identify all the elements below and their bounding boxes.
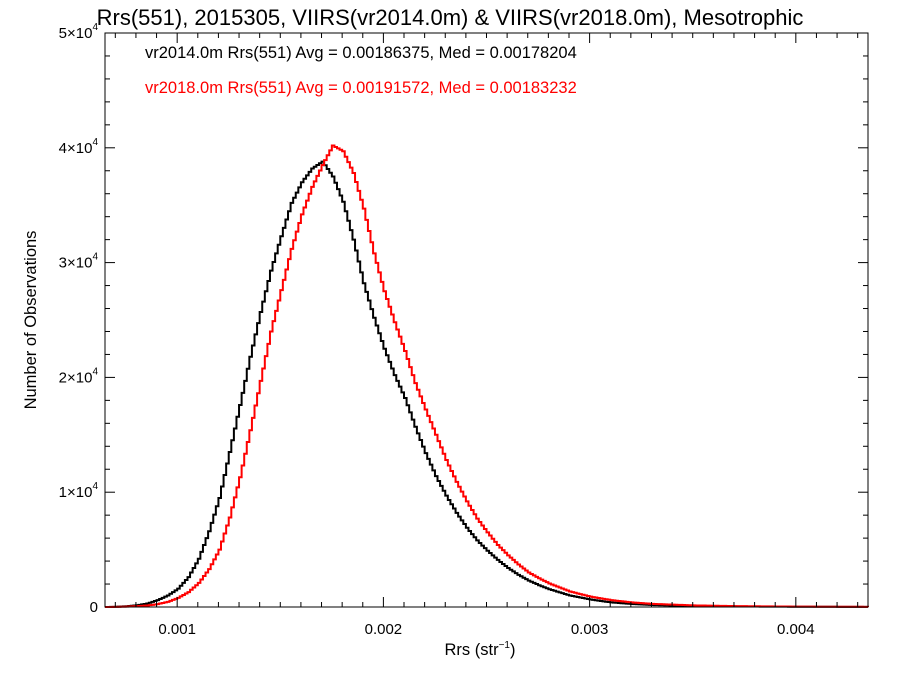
y-axis-label: Number of Observations xyxy=(22,231,40,410)
x-tick-label: 0.001 xyxy=(158,621,196,638)
series-line-vr2014 xyxy=(105,160,869,608)
y-tick-label: 4×104 xyxy=(59,137,99,157)
y-tick-label: 2×104 xyxy=(59,366,99,386)
chart-title: Rrs(551), 2015305, VIIRS(vr2014.0m) & VI… xyxy=(97,5,804,30)
x-axis-label: Rrs (str−1) xyxy=(445,640,516,659)
x-tick-label: 0.002 xyxy=(365,621,403,638)
plot-frame xyxy=(104,32,869,608)
y-tick-label: 5×104 xyxy=(59,22,99,42)
series-line-vr2018 xyxy=(105,144,869,608)
y-tick-label: 1×104 xyxy=(59,481,99,501)
x-tick-label: 0.003 xyxy=(571,621,609,638)
series-layer xyxy=(105,144,869,608)
y-axis-ticks: 0 1×104 2×104 3×104 4×104 5×104 xyxy=(59,22,868,616)
legend-entry-vr2014: vr2014.0m Rrs(551) Avg = 0.00186375, Med… xyxy=(145,44,577,62)
x-axis-ticks: 0.001 0.002 0.003 0.004 xyxy=(114,33,859,638)
y-tick-label: 3×104 xyxy=(59,252,99,272)
y-tick-label: 0 xyxy=(90,599,98,616)
legend-entry-vr2018: vr2018.0m Rrs(551) Avg = 0.00191572, Med… xyxy=(145,79,577,97)
x-tick-label: 0.004 xyxy=(777,621,815,638)
